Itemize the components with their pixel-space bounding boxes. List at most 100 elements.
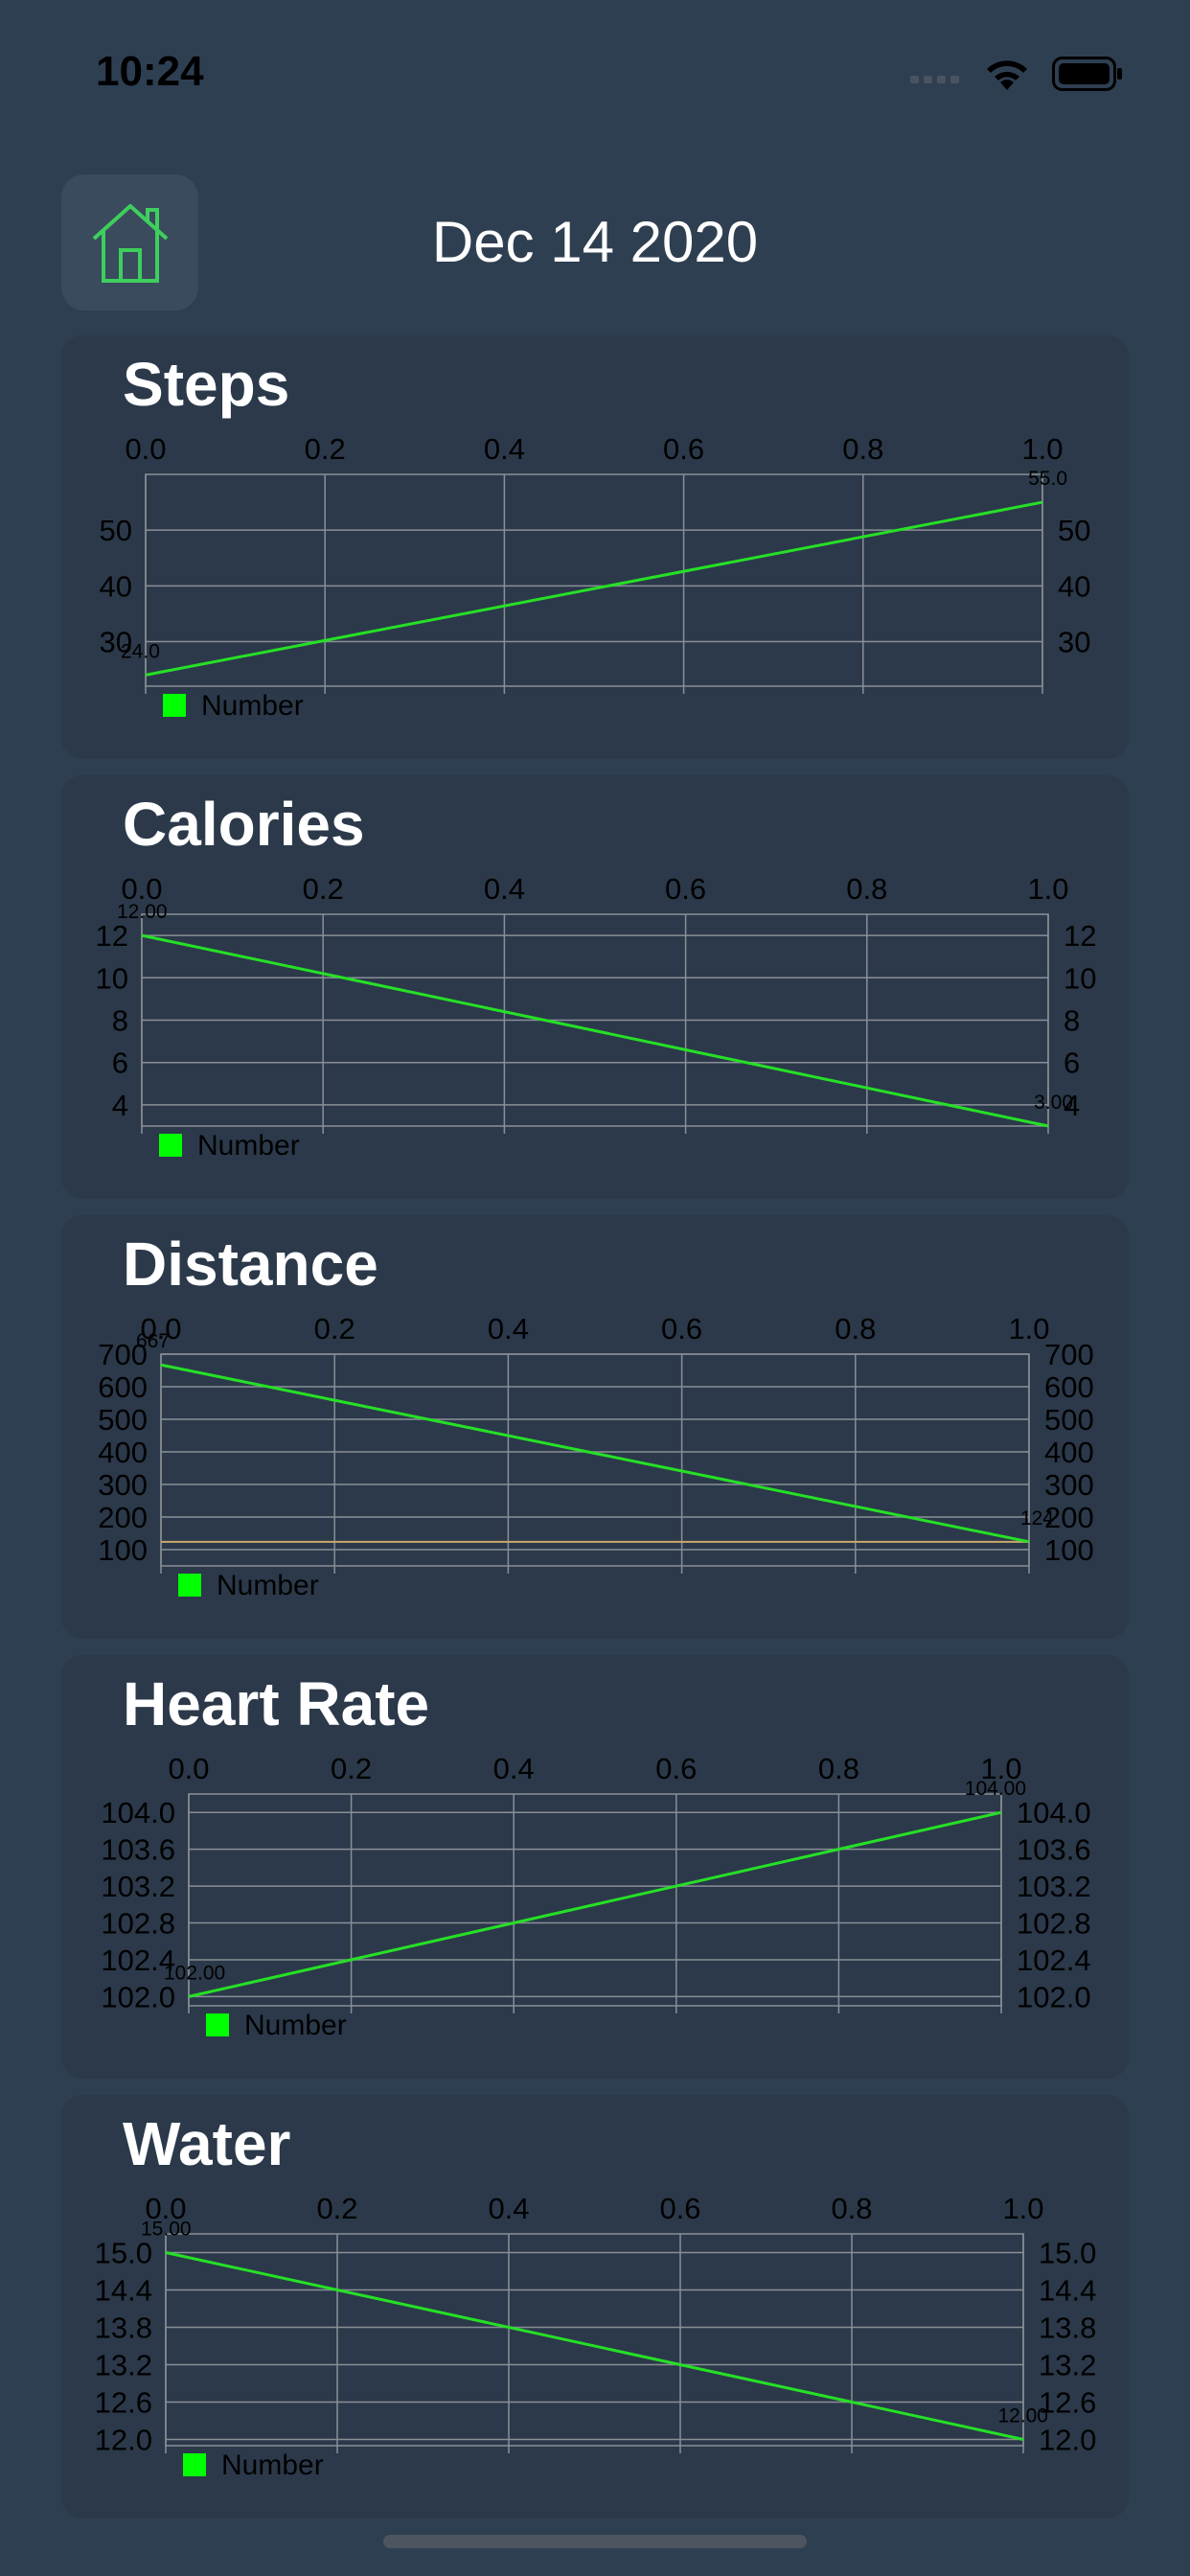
x-tick-label: 0.4 — [484, 872, 525, 906]
y-tick-label-right: 15.0 — [1039, 2237, 1096, 2270]
point-value-label: 104.00 — [965, 1778, 1026, 1800]
x-tick-label: 0.0 — [121, 872, 162, 906]
x-tick-label: 1.0 — [1021, 432, 1063, 466]
x-tick-label: 0.2 — [314, 1312, 355, 1346]
x-tick-label: 0.6 — [659, 2192, 700, 2225]
x-tick-label: 0.0 — [140, 1312, 181, 1346]
cellular-signal-icon — [910, 76, 959, 83]
y-tick-label-right: 12.0 — [1039, 2424, 1096, 2457]
home-button[interactable] — [61, 174, 198, 310]
y-tick-label-right: 102.8 — [1017, 1907, 1091, 1941]
plot-frame — [188, 1793, 1002, 2007]
y-tick-label-left: 102.0 — [101, 1980, 175, 2013]
status-icons — [910, 56, 1123, 92]
point-value-label: 12.00 — [117, 901, 168, 923]
y-tick-label-left: 200 — [98, 1501, 148, 1534]
y-tick-label-left: 500 — [98, 1403, 148, 1437]
y-tick-label-left: 13.2 — [95, 2349, 152, 2382]
y-tick-label-left: 13.8 — [95, 2312, 152, 2345]
y-tick-label-left: 400 — [98, 1436, 148, 1469]
y-tick-label-left: 12.0 — [95, 2424, 152, 2457]
wifi-icon — [987, 60, 1027, 90]
house-icon — [92, 204, 168, 283]
legend-label: Number — [201, 690, 304, 722]
point-value-label: 55.0 — [1028, 468, 1067, 490]
chart-title: Heart Rate — [123, 1669, 430, 1738]
y-tick-label-right: 103.6 — [1017, 1833, 1091, 1867]
y-tick-label-right: 300 — [1044, 1468, 1094, 1502]
y-tick-label-left: 102.4 — [101, 1944, 175, 1977]
x-tick-label: 1.0 — [1002, 2192, 1043, 2225]
y-tick-label-left: 300 — [98, 1468, 148, 1502]
x-tick-label: 0.4 — [484, 432, 525, 466]
legend-label: Number — [197, 1130, 300, 1162]
steps-card: Steps 0.0 0.2 0.4 0.6 0.8 1.0 30 30 40 40 50 50 24.0… — [61, 335, 1129, 759]
point-value-label: 667 — [136, 1330, 170, 1352]
x-tick-label: 0.2 — [331, 1752, 372, 1785]
point-value-label: 124 — [1020, 1507, 1054, 1530]
x-tick-label: 0.0 — [145, 2192, 186, 2225]
chart-title: Steps — [123, 350, 290, 419]
series-line — [160, 1363, 1030, 1544]
y-tick-label-left: 103.2 — [101, 1870, 175, 1903]
x-tick-label: 0.2 — [316, 2192, 357, 2225]
y-tick-label-right: 8 — [1064, 1004, 1080, 1038]
y-tick-label-right: 4 — [1064, 1089, 1080, 1122]
y-tick-label-right: 600 — [1044, 1370, 1094, 1404]
water-card: Water 0.0 0.2 0.4 0.6 0.8 1.0 12.0 12.0 12.6 12.6… — [61, 2095, 1129, 2518]
x-tick-label: 0.4 — [488, 2192, 529, 2225]
y-tick-label-left: 8 — [112, 1004, 128, 1038]
y-tick-label-left: 700 — [98, 1338, 148, 1371]
date-title: Dec 14 2020 — [431, 210, 759, 274]
y-tick-label-left: 600 — [98, 1370, 148, 1404]
chart-title: Calories — [123, 790, 365, 859]
series-line — [165, 2251, 1024, 2441]
point-value-label: 12.00 — [997, 2405, 1048, 2427]
y-tick-label-right: 12.6 — [1039, 2386, 1096, 2420]
legend-swatch — [178, 1574, 201, 1597]
plot-frame — [145, 473, 1043, 687]
heart-rate-card: Heart Rate 0.0 0.2 0.4 0.6 0.8 1.0 102.0 102.0 1… — [61, 1655, 1129, 2079]
legend-label: Number — [244, 2010, 347, 2041]
plot-frame — [160, 1353, 1030, 1567]
x-tick-label: 1.0 — [1008, 1312, 1049, 1346]
x-tick-label: 1.0 — [980, 1752, 1021, 1785]
calories-card: Calories 0.0 0.2 0.4 0.6 0.8 1.0 4 4 6 6 8 8 10 10 12 1… — [61, 775, 1129, 1199]
legend-swatch — [183, 2453, 206, 2476]
y-tick-label-right: 50 — [1058, 514, 1090, 547]
y-tick-label-left: 50 — [100, 514, 132, 547]
home-indicator — [383, 2535, 807, 2548]
x-tick-label: 0.8 — [846, 872, 887, 906]
x-tick-label: 0.8 — [831, 2192, 872, 2225]
x-tick-label: 0.2 — [303, 872, 344, 906]
x-tick-label: 0.6 — [661, 1312, 702, 1346]
y-tick-label-left: 6 — [112, 1046, 128, 1080]
y-tick-label-right: 14.4 — [1039, 2274, 1096, 2308]
y-tick-label-left: 40 — [100, 569, 132, 603]
y-tick-label-right: 200 — [1044, 1501, 1094, 1534]
steps-chart: 0.0 0.2 0.4 0.6 0.8 1.0 30 30 40 40 50 50 24.0 55.0 Nu… — [100, 432, 1091, 722]
series-line — [141, 933, 1049, 1128]
x-tick-label: 0.8 — [818, 1752, 859, 1785]
y-tick-label-right: 102.0 — [1017, 1980, 1091, 2013]
x-tick-label: 0.6 — [655, 1752, 697, 1785]
y-tick-label-right: 400 — [1044, 1436, 1094, 1469]
y-tick-label-left: 12 — [96, 919, 128, 953]
water-chart: 0.0 0.2 0.4 0.6 0.8 1.0 12.0 12.0 12.6 12.6 13.2 13… — [95, 2192, 1097, 2481]
distance-card: Distance 0.0 0.2 0.4 0.6 0.8 1.0 100 100 200 200 3… — [61, 1215, 1129, 1639]
y-tick-label-left: 30 — [100, 625, 132, 658]
y-tick-label-left: 14.4 — [95, 2274, 152, 2308]
chart-title: Distance — [123, 1230, 378, 1299]
y-tick-label-right: 102.4 — [1017, 1944, 1091, 1977]
y-tick-label-left: 104.0 — [101, 1796, 175, 1829]
point-value-label: 15.00 — [141, 2219, 192, 2241]
y-tick-label-right: 100 — [1044, 1533, 1094, 1567]
y-tick-label-left: 103.6 — [101, 1833, 175, 1867]
x-tick-label: 0.4 — [488, 1312, 529, 1346]
legend-label: Number — [221, 2450, 324, 2481]
x-tick-label: 0.6 — [663, 432, 704, 466]
status-time: 10:24 — [96, 48, 204, 95]
